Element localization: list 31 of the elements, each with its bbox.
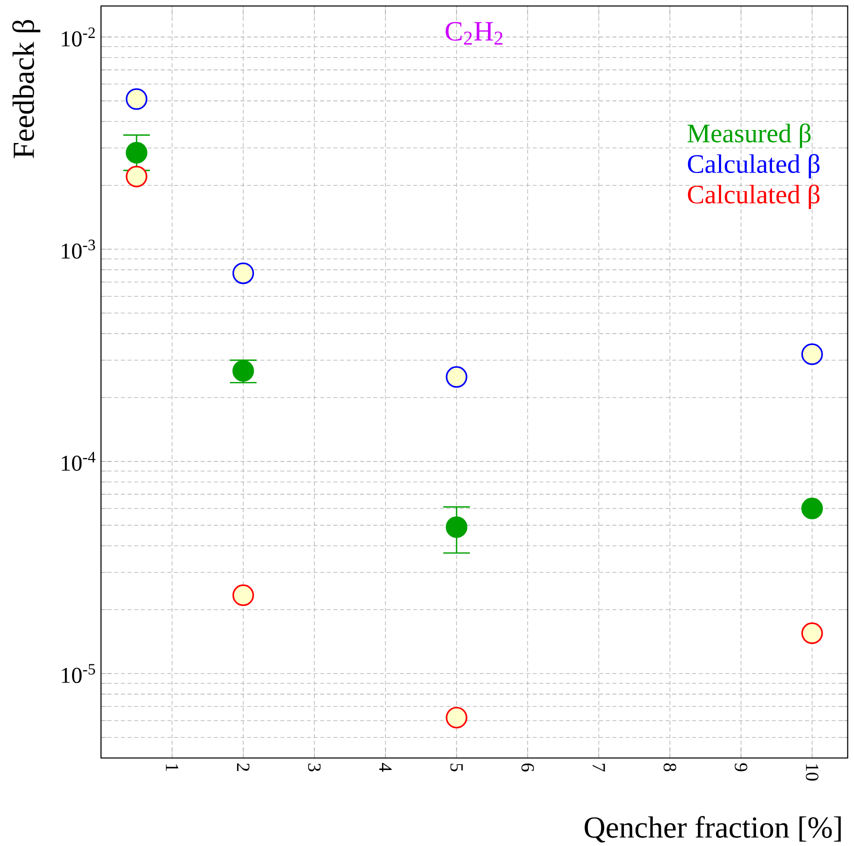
x-axis-title: Qencher fraction [%]	[584, 816, 841, 843]
x-tick-label: 4	[379, 763, 392, 772]
x-tick-label: 9	[734, 763, 748, 772]
point	[126, 166, 148, 188]
x-tick-label: 7	[592, 764, 605, 772]
x-tick-label: 2	[237, 764, 250, 771]
point	[446, 516, 468, 538]
annotation: C$_{2}$H$_{2}$	[446, 22, 502, 45]
text: Calculated β	[688, 184, 820, 209]
point	[801, 498, 823, 520]
point	[446, 366, 468, 388]
y-tick-label: 10$^{-3}$	[62, 240, 96, 259]
point	[126, 88, 148, 110]
x-tick-label: 1	[166, 764, 178, 771]
y-tick-label: 10$^{-2}$	[62, 27, 95, 47]
point	[801, 343, 823, 366]
point	[232, 262, 254, 284]
x-tick-label: 10	[806, 764, 818, 781]
point	[126, 142, 148, 164]
x-tick-label: 3	[308, 764, 321, 772]
x-tick-label: 8	[664, 763, 676, 772]
text: Measured β	[688, 123, 811, 148]
text: Calculated β	[688, 154, 820, 178]
point	[446, 706, 468, 728]
y-axis-title: Feedback β	[12, 20, 40, 158]
y-tick-label: 10$^{-5}$	[62, 664, 96, 684]
x-tick-label: 6	[521, 764, 534, 772]
y-tick-label: 10$^{-4}$	[62, 452, 96, 471]
point	[232, 584, 254, 606]
x-tick-label: 5	[450, 764, 463, 772]
point	[801, 622, 823, 644]
